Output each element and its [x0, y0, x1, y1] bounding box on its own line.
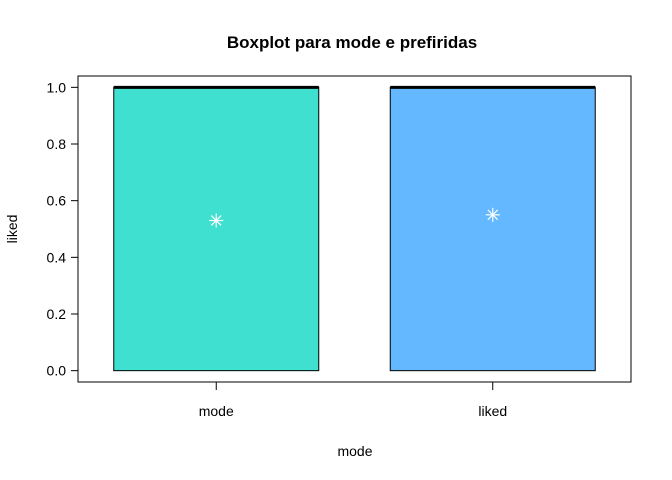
box-mode: [113, 86, 320, 372]
x-axis: mode liked: [199, 382, 507, 419]
y-axis: 0.0 0.2 0.4 0.6 0.8 1.0: [47, 79, 79, 379]
box-liked: [389, 86, 596, 372]
y-tick-label: 0.6: [47, 193, 67, 209]
y-tick-label: 0.4: [47, 249, 67, 265]
y-tick-label: 0.8: [47, 136, 67, 152]
mean-marker-stroke: [487, 209, 499, 221]
chart-title: Boxplot para mode e prefiridas: [227, 33, 477, 52]
x-tick-label: liked: [478, 403, 507, 419]
x-axis-label: mode: [337, 443, 372, 459]
mean-marker-liked: [485, 207, 500, 222]
mean-marker-mode: [209, 213, 224, 228]
x-tick-label: mode: [199, 403, 234, 419]
boxes-group: [113, 85, 596, 372]
y-tick-label: 0.0: [47, 363, 67, 379]
y-axis-label: liked: [4, 215, 20, 244]
y-tick-label: 1.0: [47, 79, 67, 95]
y-tick-label: 0.2: [47, 306, 67, 322]
mean-marker-stroke: [210, 215, 222, 226]
